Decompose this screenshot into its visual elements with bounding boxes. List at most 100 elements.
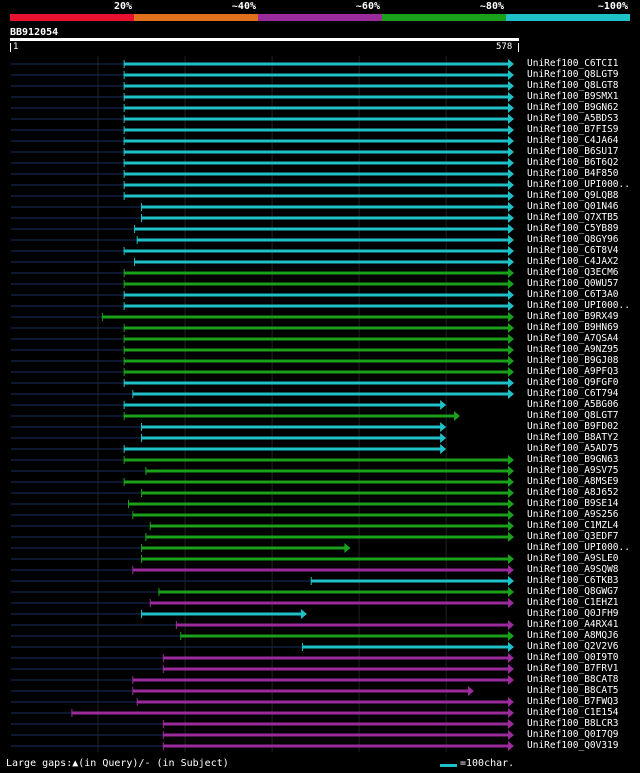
hit-label[interactable]: UniRef100_Q01N46: [527, 201, 619, 212]
hit-label[interactable]: UniRef100_UPI000..: [527, 542, 630, 553]
hit-arrow: [508, 235, 514, 245]
hit-label[interactable]: UniRef100_C4JA64: [527, 135, 619, 146]
hit-label[interactable]: UniRef100_A9SLE0: [527, 553, 619, 564]
hit-label[interactable]: UniRef100_C6T3A0: [527, 289, 619, 300]
hit-label[interactable]: UniRef100_Q9LQB8: [527, 190, 619, 201]
hit-arrow: [508, 301, 514, 311]
hit-label[interactable]: UniRef100_B6T6Q2: [527, 157, 619, 168]
hit-label[interactable]: UniRef100_Q8LGT9: [527, 69, 619, 80]
hit-label[interactable]: UniRef100_C4JAX2: [527, 256, 619, 267]
hit-label[interactable]: UniRef100_A9SQW8: [527, 564, 619, 575]
hit-arrow: [508, 620, 514, 630]
hit-arrow: [508, 180, 514, 190]
hit-label[interactable]: UniRef100_C1EHZ1: [527, 597, 619, 608]
hit-label[interactable]: UniRef100_Q2V2V6: [527, 641, 619, 652]
legend-label: ~40%: [231, 1, 256, 12]
hit-arrow: [508, 312, 514, 322]
hit-arrow: [508, 356, 514, 366]
hit-arrow: [508, 697, 514, 707]
legend-bar: [134, 14, 258, 21]
hit-label[interactable]: UniRef100_B7FIS9: [527, 124, 619, 135]
hit-arrow: [508, 70, 514, 80]
hit-label[interactable]: UniRef100_A9NZ95: [527, 344, 619, 355]
hit-label[interactable]: UniRef100_UPI000..: [527, 179, 630, 190]
hit-label[interactable]: UniRef100_B9FD02: [527, 421, 619, 432]
hit-label[interactable]: UniRef100_Q3EDF7: [527, 531, 619, 542]
hit-label[interactable]: UniRef100_C1E154: [527, 707, 619, 718]
hit-label[interactable]: UniRef100_B7FWQ3: [527, 696, 619, 707]
hit-label[interactable]: UniRef100_A9PFQ3: [527, 366, 619, 377]
hit-label[interactable]: UniRef100_Q0WU57: [527, 278, 619, 289]
hit-arrow: [508, 169, 514, 179]
hit-label[interactable]: UniRef100_B9GN63: [527, 454, 619, 465]
hit-arrow: [508, 191, 514, 201]
hit-label[interactable]: UniRef100_A9S256: [527, 509, 619, 520]
hit-label[interactable]: UniRef100_A5BDS3: [527, 113, 619, 124]
hit-arrow: [508, 719, 514, 729]
hit-label[interactable]: UniRef100_A4RX41: [527, 619, 619, 630]
ruler-start: 1: [13, 42, 19, 52]
identity-legend: 20% ~40% ~60% ~80% ~100%: [10, 0, 630, 22]
hit-arrow: [467, 686, 474, 696]
hit-arrow: [508, 576, 514, 586]
hit-label[interactable]: UniRef100_Q0JFH9: [527, 608, 619, 619]
hit-label[interactable]: UniRef100_Q7XTB5: [527, 212, 619, 223]
legend-bar: [506, 14, 630, 21]
hit-label[interactable]: UniRef100_Q8GWG7: [527, 586, 619, 597]
hit-label[interactable]: UniRef100_A5AD75: [527, 443, 619, 454]
hit-label[interactable]: UniRef100_B8CAT8: [527, 674, 619, 685]
hit-label[interactable]: UniRef100_Q8LGT8: [527, 80, 619, 91]
hit-label[interactable]: UniRef100_Q8GY96: [527, 234, 619, 245]
hit-arrow: [508, 158, 514, 168]
hit-label[interactable]: UniRef100_B8CAT5: [527, 685, 619, 696]
hit-arrow: [508, 565, 514, 575]
legend-label: 20%: [113, 1, 132, 12]
hit-label[interactable]: UniRef100_B4F850: [527, 168, 619, 179]
hit-arrow: [508, 741, 514, 751]
legend-bar: [10, 14, 134, 21]
hit-label[interactable]: UniRef100_Q0I9T0: [527, 652, 619, 663]
scale-label: =100char.: [460, 758, 515, 769]
query-ruler: [10, 43, 519, 52]
hit-label[interactable]: UniRef100_B9GN62: [527, 102, 619, 113]
ruler-end: 578: [496, 42, 513, 52]
hit-label[interactable]: UniRef100_B9GJ08: [527, 355, 619, 366]
hit-label[interactable]: UniRef100_Q9FGF0: [527, 377, 619, 388]
hit-label[interactable]: UniRef100_A5BG06: [527, 399, 619, 410]
hit-arrow: [508, 92, 514, 102]
hit-label[interactable]: UniRef100_B9HN69: [527, 322, 619, 333]
hit-label[interactable]: UniRef100_B9SMX1: [527, 91, 619, 102]
hit-arrow: [508, 59, 514, 69]
hit-arrow: [508, 708, 514, 718]
hit-arrow: [508, 334, 514, 344]
hit-label[interactable]: UniRef100_C6TCI1: [527, 58, 619, 69]
hit-label[interactable]: UniRef100_B7FRV1: [527, 663, 619, 674]
hit-label[interactable]: UniRef100_A9SV75: [527, 465, 619, 476]
hit-label[interactable]: UniRef100_B9RX49: [527, 311, 619, 322]
hit-arrow: [508, 587, 514, 597]
hit-label[interactable]: UniRef100_C5YB89: [527, 223, 619, 234]
hit-arrow: [508, 642, 514, 652]
hit-label[interactable]: UniRef100_B8LCR3: [527, 718, 619, 729]
hit-label[interactable]: UniRef100_A8MSE9: [527, 476, 619, 487]
legend-label: ~60%: [355, 1, 380, 12]
hit-label[interactable]: UniRef100_C6T794: [527, 388, 619, 399]
hit-label[interactable]: UniRef100_A8MQJ6: [527, 630, 619, 641]
hit-label[interactable]: UniRef100_B6SU17: [527, 146, 619, 157]
hit-label[interactable]: UniRef100_UPI000..: [527, 300, 630, 311]
hit-label[interactable]: UniRef100_Q0V319: [527, 740, 619, 751]
hit-label[interactable]: UniRef100_Q0I7Q9: [527, 729, 619, 740]
hit-arrow: [508, 389, 514, 399]
hit-arrow: [508, 367, 514, 377]
hit-label[interactable]: UniRef100_C6T8V4: [527, 245, 619, 256]
hit-label[interactable]: UniRef100_C1MZL4: [527, 520, 619, 531]
hit-label[interactable]: UniRef100_B8ATY2: [527, 432, 619, 443]
hit-label[interactable]: UniRef100_C6TKB3: [527, 575, 619, 586]
hit-label[interactable]: UniRef100_B9SE14: [527, 498, 619, 509]
hit-label[interactable]: UniRef100_Q3ECM6: [527, 267, 619, 278]
hit-label[interactable]: UniRef100_A8J652: [527, 487, 619, 498]
query-name: BB912054: [10, 27, 59, 38]
hit-label[interactable]: UniRef100_A7QSA4: [527, 333, 619, 344]
hit-label[interactable]: UniRef100_Q8LGT7: [527, 410, 619, 421]
